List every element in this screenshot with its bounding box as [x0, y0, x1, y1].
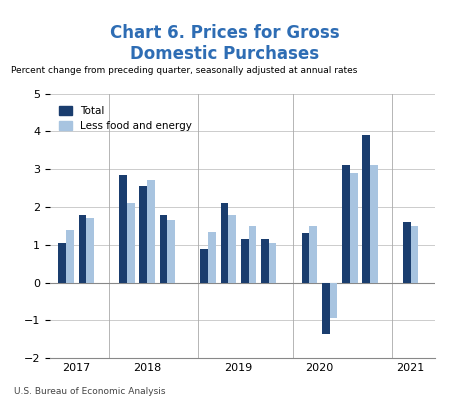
Bar — [58, 243, 66, 282]
Text: U.S. Bureau of Economic Analysis: U.S. Bureau of Economic Analysis — [14, 387, 165, 396]
Bar — [167, 220, 175, 282]
Bar — [269, 243, 276, 282]
Bar — [350, 173, 358, 282]
Bar — [322, 282, 329, 334]
Bar — [302, 234, 309, 282]
Bar — [200, 248, 208, 282]
Bar — [220, 203, 228, 282]
Bar — [411, 226, 419, 282]
Bar — [119, 175, 127, 282]
Bar — [127, 203, 135, 282]
Bar — [309, 226, 317, 282]
Bar — [248, 226, 256, 282]
Bar — [329, 282, 338, 318]
Bar — [370, 165, 378, 282]
Bar — [147, 180, 155, 282]
Bar — [261, 239, 269, 282]
Bar — [241, 239, 248, 282]
Bar — [208, 232, 216, 282]
Bar — [403, 222, 411, 282]
Bar — [140, 186, 147, 282]
Bar — [86, 218, 94, 282]
Bar — [342, 165, 350, 282]
Legend: Total, Less food and energy: Total, Less food and energy — [55, 102, 196, 136]
Bar — [160, 214, 167, 282]
Bar — [79, 214, 86, 282]
Text: Chart 6. Prices for Gross
Domestic Purchases: Chart 6. Prices for Gross Domestic Purch… — [110, 24, 340, 63]
Bar — [66, 230, 74, 282]
Bar — [228, 214, 236, 282]
Text: Percent change from preceding quarter, seasonally adjusted at annual rates: Percent change from preceding quarter, s… — [11, 66, 358, 75]
Bar — [362, 135, 370, 282]
